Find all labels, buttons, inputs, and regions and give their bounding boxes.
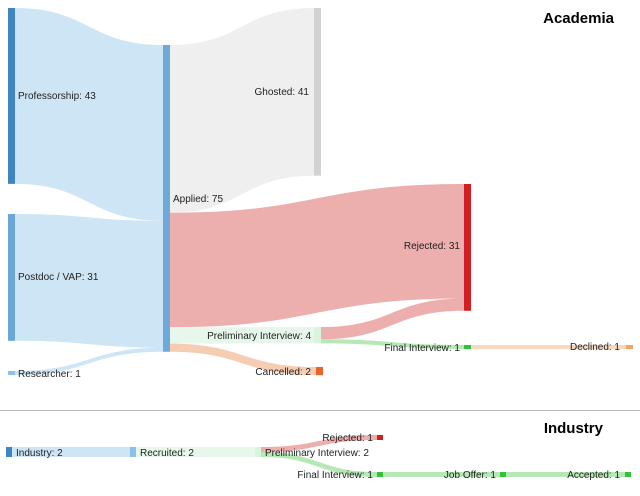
academia-node-declined [626, 345, 633, 350]
academia-node-prelim [314, 327, 321, 344]
academia-link-applied-to-cancelled [170, 343, 316, 376]
academia-node-label-applied: Applied: 75 [173, 194, 223, 205]
academia-link-postdoc-to-applied [15, 214, 163, 348]
academia-nodes [8, 8, 633, 376]
academia-node-label-professorship: Professorship: 43 [18, 91, 96, 102]
academia-node-postdoc [8, 214, 15, 341]
industry-link-ind_prelim-to-ind_final [261, 452, 377, 477]
academia-links [15, 8, 626, 376]
industry-links [12, 435, 625, 477]
industry-title: Industry [544, 420, 604, 437]
academia-link-final-to-declined [471, 345, 626, 350]
industry-link-ind_industry-to-ind_recruited [12, 447, 130, 457]
academia-node-cancelled [316, 367, 323, 376]
academia-link-prelim-to-rejected [321, 298, 464, 340]
industry-node-ind_final [377, 472, 383, 477]
industry-node-ind_recruited [130, 447, 136, 457]
academia-node-applied [163, 45, 170, 352]
academia-link-applied-to-ghosted [170, 8, 314, 213]
academia-node-label-rejected: Rejected: 31 [404, 241, 461, 252]
academia-node-rejected [464, 184, 471, 311]
industry-node-ind_offer [500, 472, 506, 477]
academia-link-applied-to-rejected [170, 184, 464, 328]
academia-node-ghosted [314, 8, 321, 176]
academia-node-label-final: Final Interview: 1 [384, 343, 460, 354]
industry-node-label-ind_offer: Job Offer: 1 [444, 470, 497, 481]
industry-node-label-ind_final: Final Interview: 1 [297, 470, 373, 481]
industry-link-ind_final-to-ind_offer [383, 472, 500, 477]
industry-node-ind_industry [6, 447, 12, 457]
academia-link-applied-to-prelim [170, 327, 314, 344]
industry-node-label-ind_prelim: Preliminary Interview: 2 [265, 448, 369, 459]
academia-node-label-ghosted: Ghosted: 41 [255, 87, 310, 98]
industry-node-label-ind_recruited: Recruited: 2 [140, 448, 194, 459]
industry-nodes [6, 435, 631, 477]
academia-link-researcher-to-applied [15, 347, 163, 376]
academia-node-professorship [8, 8, 15, 184]
industry-node-label-ind_accepted: Accepted: 1 [567, 470, 620, 481]
industry-labels: Industry: 2 Recruited: 2 Preliminary Inter… [16, 433, 620, 481]
academia-link-prelim-to-final [321, 339, 464, 350]
academia-link-professorship-to-applied [15, 8, 163, 221]
industry-node-ind_prelim [255, 447, 261, 457]
academia-node-label-researcher: Researcher: 1 [18, 369, 81, 380]
industry-node-ind_accepted [625, 472, 631, 477]
academia-labels: Professorship: 43 Postdoc / VAP: 31 Resear… [18, 87, 620, 380]
academia-node-researcher [8, 371, 15, 376]
academia-node-label-declined: Declined: 1 [570, 342, 620, 353]
academia-node-label-postdoc: Postdoc / VAP: 31 [18, 272, 99, 283]
industry-link-ind_prelim-to-ind_rejected [261, 435, 377, 452]
academia-title: Academia [543, 10, 615, 27]
industry-node-ind_rejected [377, 435, 383, 440]
industry-link-ind_recruited-to-ind_prelim [136, 447, 255, 457]
academia-node-final [464, 345, 471, 350]
industry-node-label-ind_rejected: Rejected: 1 [322, 433, 373, 444]
academia-node-label-cancelled: Cancelled: 2 [255, 367, 311, 378]
industry-link-ind_offer-to-ind_accepted [506, 472, 625, 477]
academia-node-label-prelim: Preliminary Interview: 4 [207, 331, 311, 342]
industry-node-label-ind_industry: Industry: 2 [16, 448, 63, 459]
